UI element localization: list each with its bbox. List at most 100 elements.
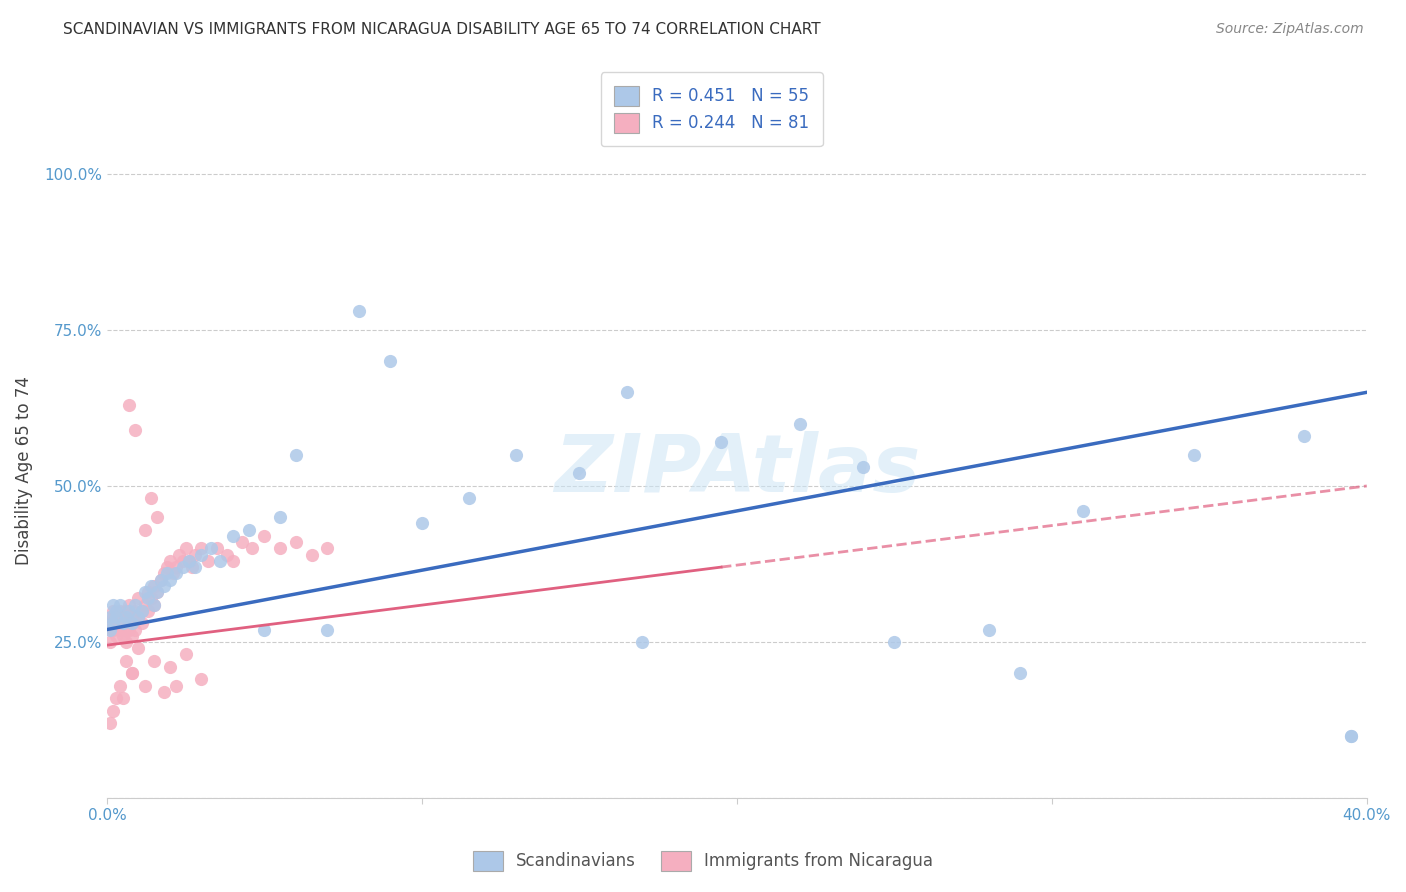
Point [200, 541, 222, 556]
Point [121, 616, 143, 631]
Legend: R = 0.451   N = 55, R = 0.244   N = 81: R = 0.451 N = 55, R = 0.244 N = 81 [600, 72, 823, 146]
Point [240, 541, 263, 556]
Point [136, 604, 159, 618]
Point [1073, 504, 1095, 518]
Point [1182, 448, 1205, 462]
Point [118, 623, 141, 637]
Point [159, 660, 181, 674]
Point [115, 616, 138, 631]
Point [146, 585, 169, 599]
Point [139, 491, 162, 506]
Point [121, 610, 143, 624]
Point [98, 716, 121, 731]
Point [215, 548, 238, 562]
Point [143, 579, 166, 593]
Point [152, 579, 174, 593]
Point [190, 673, 212, 687]
Point [115, 654, 138, 668]
Point [631, 635, 654, 649]
Point [103, 616, 125, 631]
Point [505, 448, 527, 462]
Text: ZIPAtlas: ZIPAtlas [554, 432, 920, 509]
Point [127, 641, 149, 656]
Point [156, 560, 179, 574]
Point [131, 604, 153, 618]
Point [121, 666, 143, 681]
Point [146, 585, 169, 599]
Point [253, 529, 276, 543]
Point [111, 616, 134, 631]
Point [143, 654, 166, 668]
Point [98, 623, 121, 637]
Point [152, 566, 174, 581]
Point [118, 598, 141, 612]
Point [143, 598, 166, 612]
Point [115, 604, 138, 618]
Point [165, 560, 187, 574]
Point [159, 554, 181, 568]
Point [197, 554, 219, 568]
Point [1340, 729, 1362, 743]
Point [149, 573, 172, 587]
Point [177, 554, 200, 568]
Point [568, 467, 591, 481]
Point [105, 629, 128, 643]
Point [103, 623, 125, 637]
Legend: Scandinavians, Immigrants from Nicaragua: Scandinavians, Immigrants from Nicaragua [464, 842, 942, 880]
Point [253, 623, 276, 637]
Point [134, 598, 156, 612]
Point [103, 610, 125, 624]
Point [205, 541, 228, 556]
Point [190, 548, 212, 562]
Point [190, 541, 212, 556]
Point [121, 616, 143, 631]
Point [172, 554, 194, 568]
Point [347, 304, 370, 318]
Point [108, 604, 131, 618]
Point [103, 604, 125, 618]
Point [1340, 729, 1362, 743]
Point [105, 691, 128, 706]
Point [222, 554, 245, 568]
Point [98, 616, 121, 631]
Point [883, 635, 905, 649]
Point [269, 510, 291, 524]
Point [172, 560, 194, 574]
Point [162, 566, 184, 581]
Point [98, 635, 121, 649]
Point [269, 541, 291, 556]
Point [174, 648, 197, 662]
Point [134, 523, 156, 537]
Point [231, 535, 253, 549]
Point [131, 604, 153, 618]
Point [108, 623, 131, 637]
Point [127, 610, 149, 624]
Point [152, 685, 174, 699]
Point [411, 516, 433, 531]
Point [284, 448, 307, 462]
Point [98, 610, 121, 624]
Point [118, 398, 141, 412]
Point [1292, 429, 1315, 443]
Point [177, 554, 200, 568]
Point [111, 610, 134, 624]
Point [165, 566, 187, 581]
Point [139, 579, 162, 593]
Point [143, 598, 166, 612]
Point [977, 623, 1000, 637]
Point [115, 635, 138, 649]
Point [139, 591, 162, 606]
Point [1010, 666, 1032, 681]
Point [156, 566, 179, 581]
Point [127, 591, 149, 606]
Point [103, 598, 125, 612]
Point [184, 560, 207, 574]
Point [710, 435, 733, 450]
Point [131, 616, 153, 631]
Point [105, 604, 128, 618]
Point [121, 666, 143, 681]
Point [174, 541, 197, 556]
Point [181, 560, 204, 574]
Point [316, 623, 339, 637]
Point [108, 598, 131, 612]
